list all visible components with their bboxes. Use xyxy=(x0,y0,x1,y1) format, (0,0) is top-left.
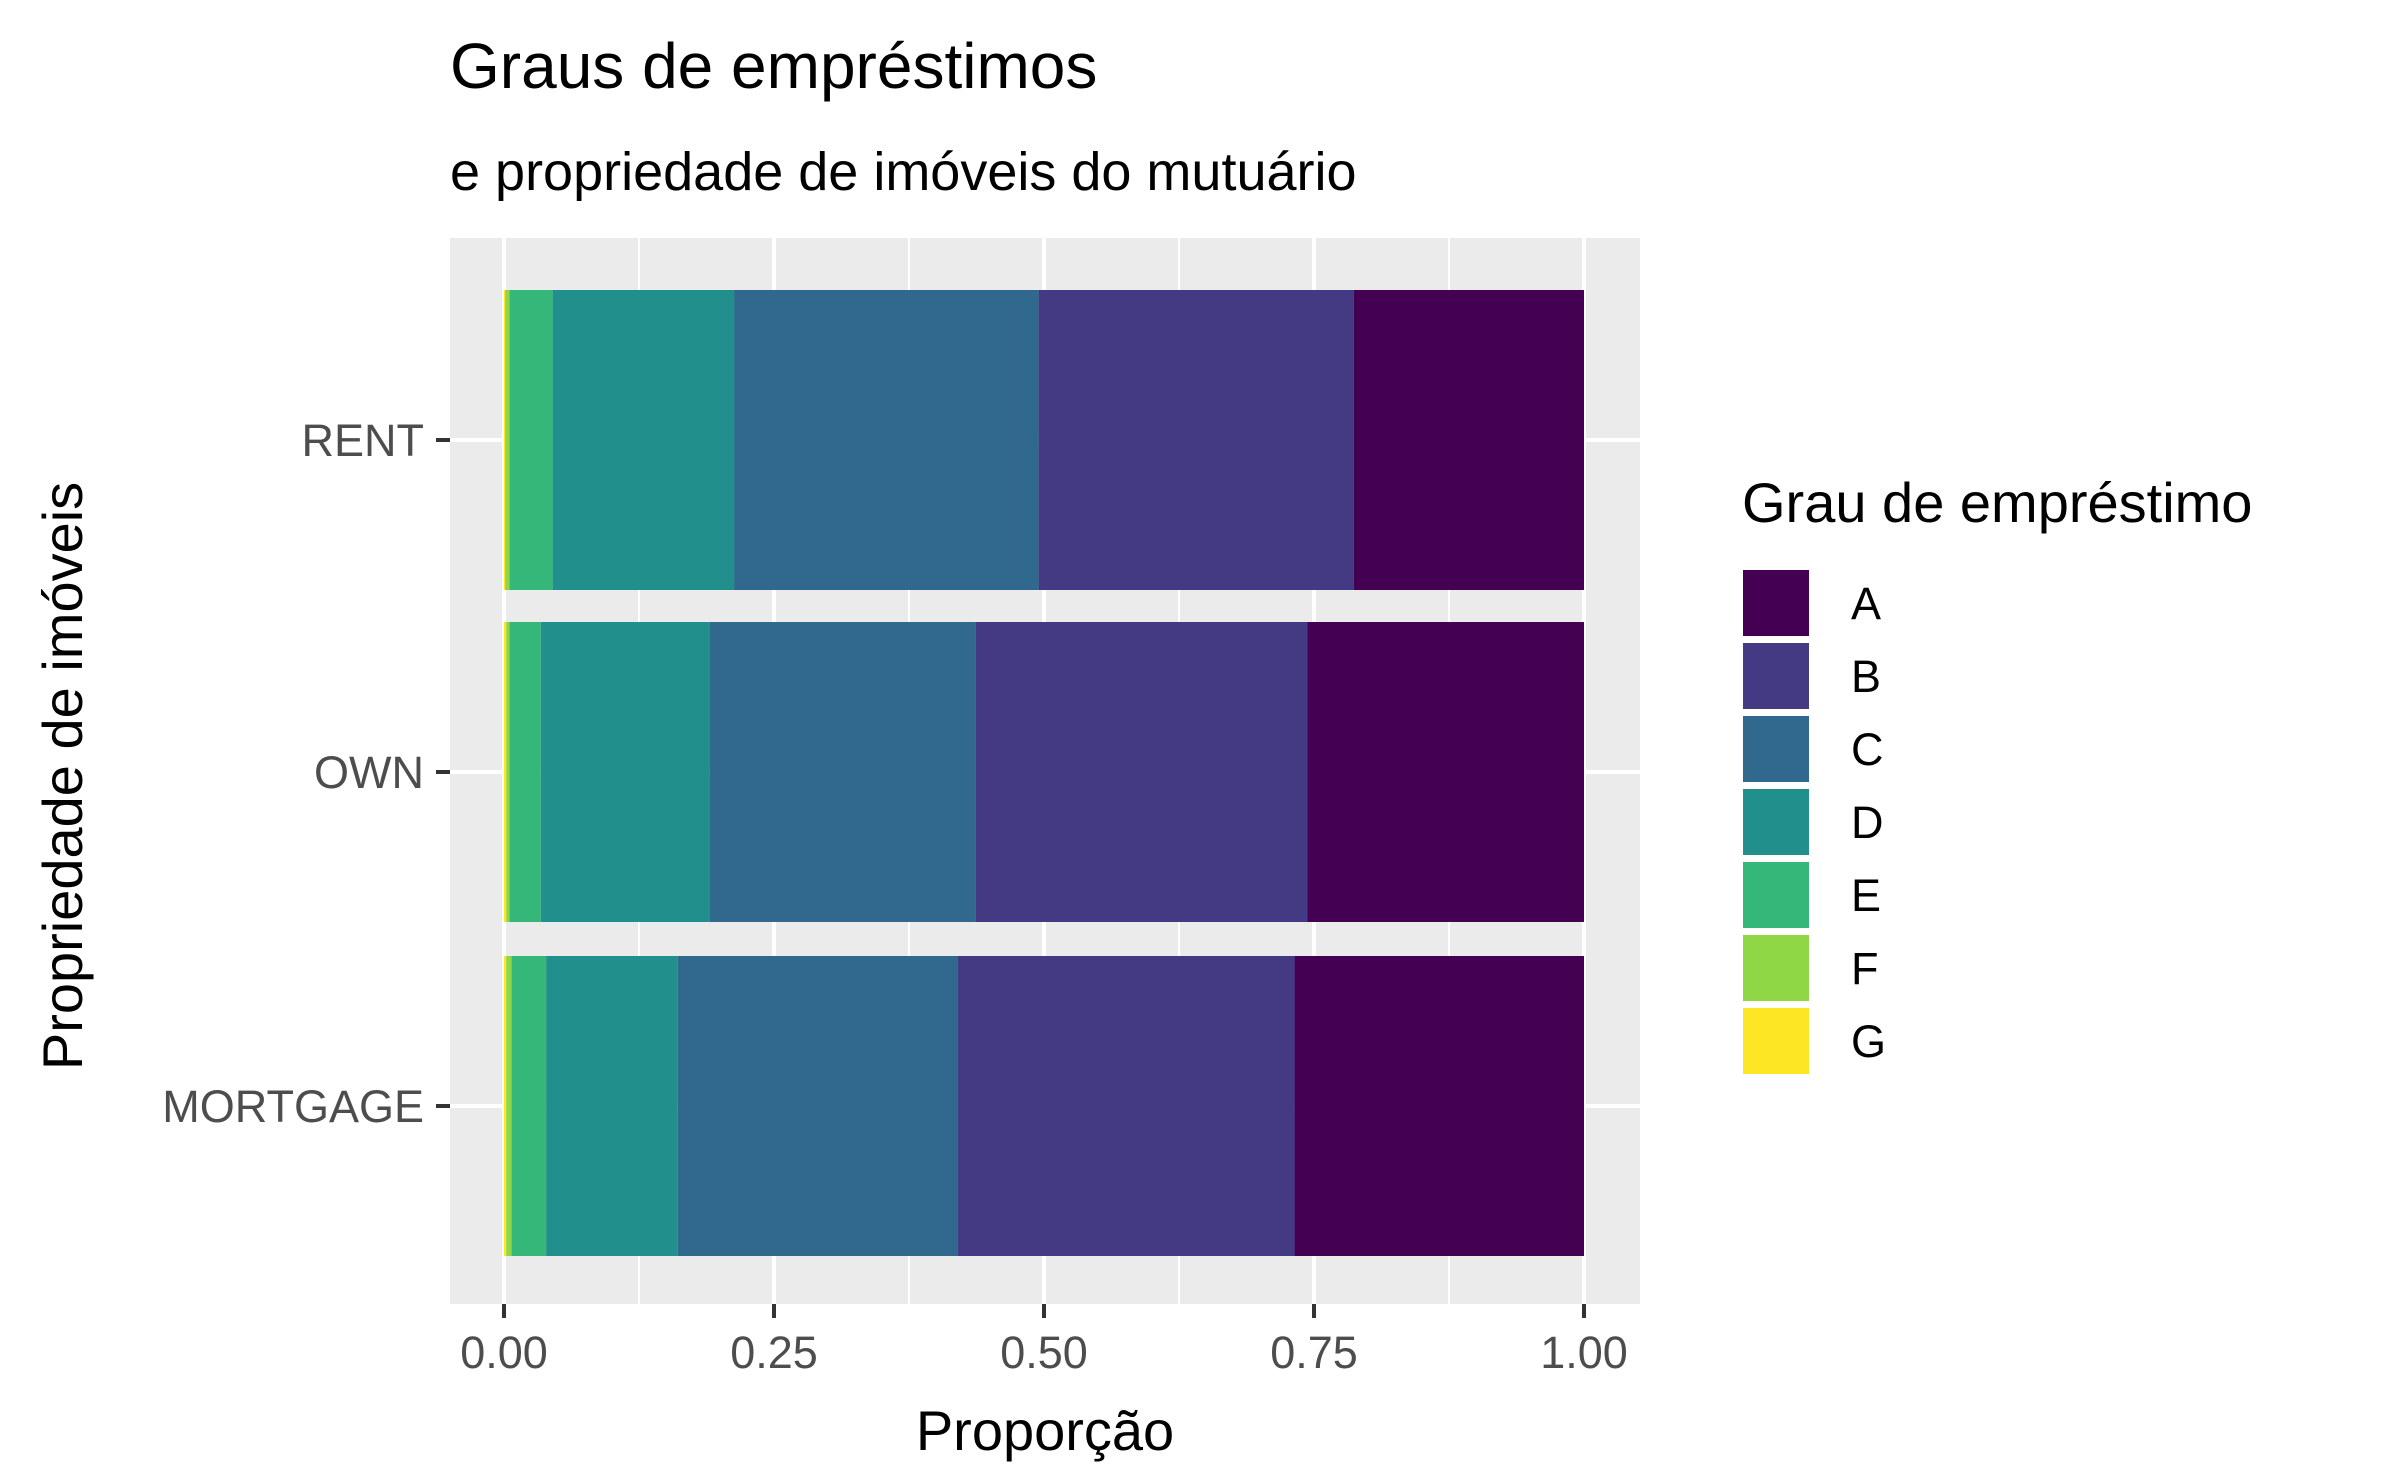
bar-segment-own-g xyxy=(504,622,507,922)
legend-label: B xyxy=(1851,651,1881,702)
legend-label: G xyxy=(1851,1016,1886,1067)
plot-area xyxy=(450,238,1640,1304)
bar-segment-rent-f xyxy=(505,290,510,590)
y-tick-label: OWN xyxy=(314,747,424,798)
x-tick-label: 0.50 xyxy=(1000,1327,1088,1378)
legend-label: A xyxy=(1851,578,1881,629)
legend-key-a xyxy=(1743,570,1809,636)
y-axis-title: Propriedade de imóveis xyxy=(31,482,94,1070)
x-tick-label: 0.25 xyxy=(730,1327,818,1378)
chart-title: Graus de empréstimos xyxy=(450,30,1097,102)
bar-segment-own-d xyxy=(540,622,710,922)
bar-segment-mortgage-f xyxy=(506,956,512,1256)
legend-key-e xyxy=(1743,862,1809,928)
x-tick-label: 0.00 xyxy=(460,1327,548,1378)
legend-title: Grau de empréstimo xyxy=(1742,471,2252,534)
chart-subtitle: e propriedade de imóveis do mutuário xyxy=(450,142,1357,202)
legend-key-c xyxy=(1743,716,1809,782)
bar-segment-mortgage-d xyxy=(546,956,678,1256)
bar-segment-rent-g xyxy=(504,290,506,590)
legend-label: D xyxy=(1851,797,1884,848)
x-tick-label: 0.75 xyxy=(1270,1327,1358,1378)
bar-segment-mortgage-b xyxy=(957,956,1295,1256)
legend-label: F xyxy=(1851,943,1879,994)
legend-label: E xyxy=(1851,870,1881,921)
bar-segment-own-f xyxy=(506,622,510,922)
bar-segment-own-a xyxy=(1307,622,1584,922)
y-tick-label: RENT xyxy=(302,415,425,466)
bar-segment-rent-b xyxy=(1038,290,1354,590)
bar-segment-mortgage-e xyxy=(511,956,547,1256)
y-axis: RENT OWN MORTGAGE xyxy=(162,415,450,1132)
bars xyxy=(504,290,1584,1256)
bar-segment-rent-a xyxy=(1353,290,1584,590)
bar-segment-mortgage-a xyxy=(1294,956,1584,1256)
x-axis-title: Proporção xyxy=(916,1399,1174,1462)
x-tick-label: 1.00 xyxy=(1540,1327,1628,1378)
legend-key-d xyxy=(1743,789,1809,855)
legend-key-b xyxy=(1743,643,1809,709)
bar-segment-own-e xyxy=(509,622,541,922)
bar-segment-own-b xyxy=(975,622,1308,922)
legend-key-g xyxy=(1743,1008,1809,1074)
bar-segment-rent-c xyxy=(734,290,1039,590)
bar-segment-own-c xyxy=(709,622,976,922)
x-axis: 0.00 0.25 0.50 0.75 1.00 xyxy=(460,1304,1628,1378)
y-tick-label: MORTGAGE xyxy=(162,1081,424,1132)
legend-label: C xyxy=(1851,724,1884,775)
bar-segment-mortgage-g xyxy=(504,956,507,1256)
legend-key-f xyxy=(1743,935,1809,1001)
bar-segment-rent-e xyxy=(509,290,553,590)
bar-segment-rent-d xyxy=(552,290,735,590)
bar-segment-mortgage-c xyxy=(677,956,958,1256)
